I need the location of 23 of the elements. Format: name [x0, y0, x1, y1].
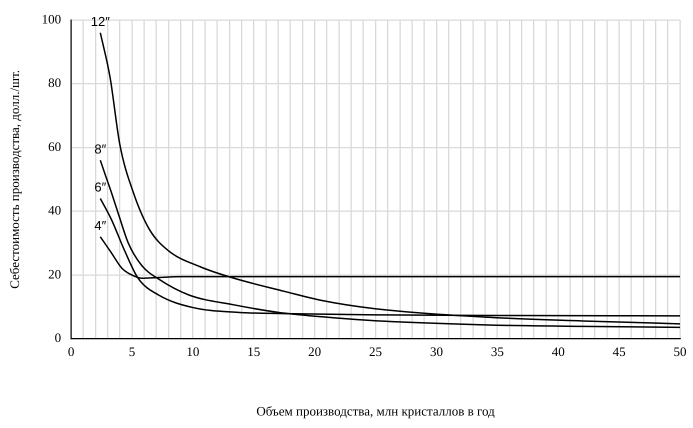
y-tick-label: 80: [48, 75, 62, 90]
y-tick-label: 40: [48, 202, 62, 218]
y-tick-label: 0: [54, 330, 62, 346]
y-axis-title: Себестоимость производства, долл./шт.: [7, 70, 22, 289]
y-tick-label: 20: [48, 266, 62, 282]
x-tick-label: 10: [186, 344, 200, 360]
y-tick-label: 100: [42, 11, 62, 26]
series-label: 12″: [90, 14, 110, 29]
x-tick-label: 30: [430, 344, 443, 360]
series-label: 6″: [94, 180, 107, 195]
x-tick-label: 15: [247, 344, 260, 360]
x-tick-label: 45: [612, 344, 626, 360]
y-tick-label: 60: [48, 138, 62, 154]
x-tick-label: 35: [490, 344, 504, 360]
x-tick-label: 5: [128, 344, 136, 360]
x-tick-label: 20: [308, 344, 322, 360]
series-label: 8″: [94, 141, 107, 156]
x-tick-label: 0: [68, 344, 74, 360]
series-label: 4″: [94, 218, 107, 233]
x-tick-label: 40: [552, 344, 565, 360]
x-tick-label: 50: [674, 344, 686, 360]
x-axis-title: Объем производства, млн кристаллов в год: [256, 404, 496, 419]
x-tick-label: 25: [369, 344, 382, 360]
